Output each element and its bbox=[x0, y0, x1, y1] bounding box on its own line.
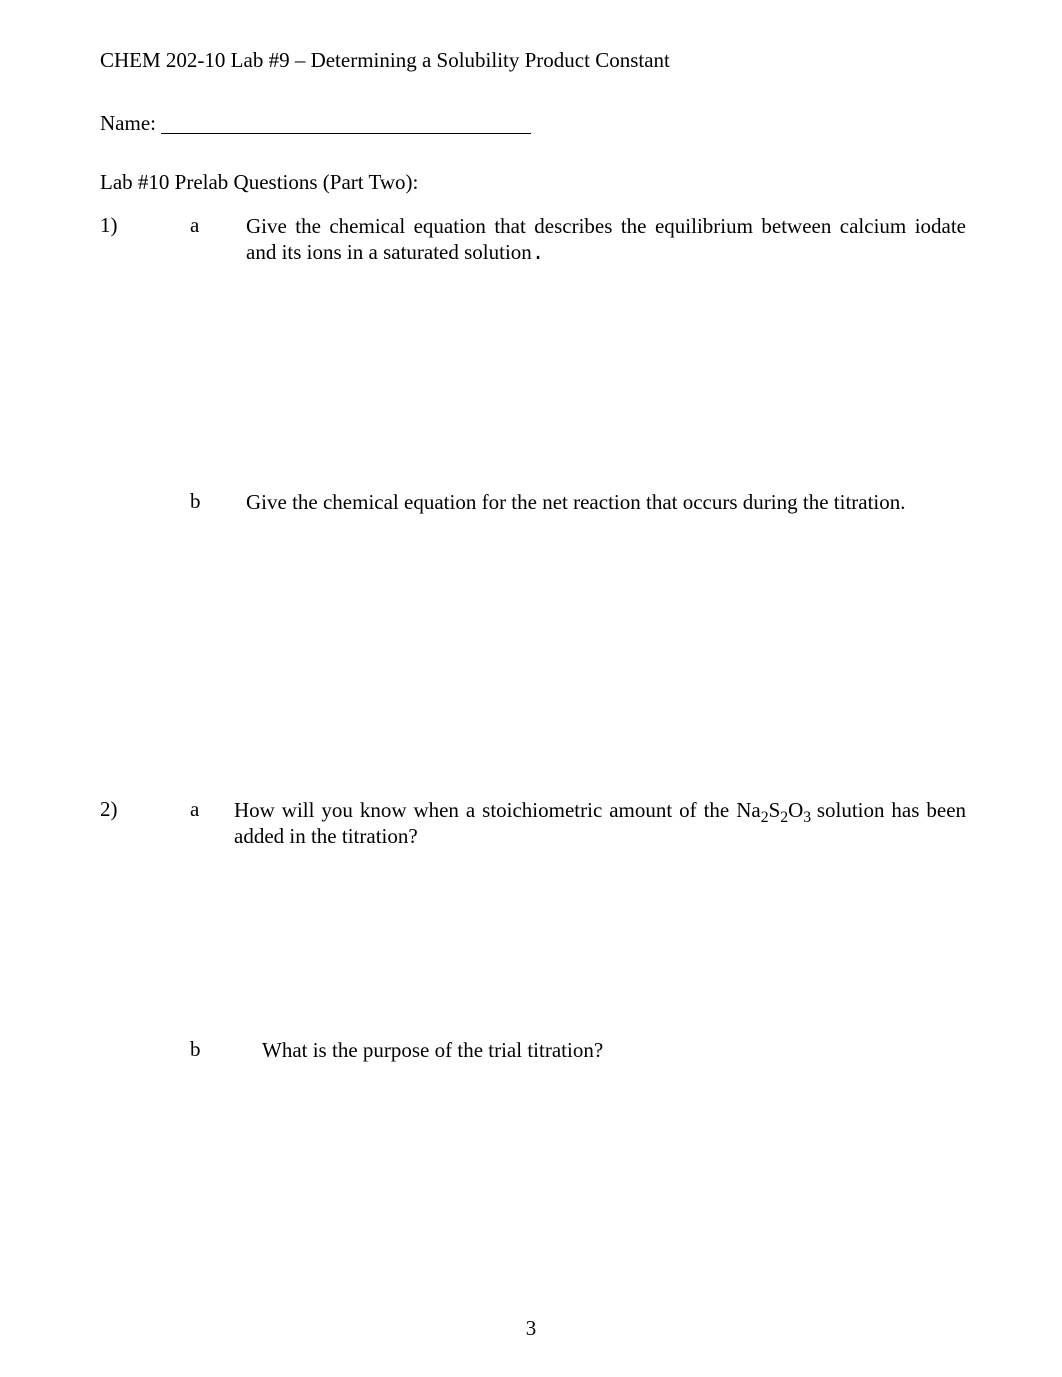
answer-space-1a bbox=[100, 269, 966, 489]
name-line: Name: bbox=[100, 109, 966, 136]
name-label: Name: bbox=[100, 111, 161, 135]
q2a-sub2: 2 bbox=[780, 809, 788, 826]
q2a-mid2: O bbox=[788, 798, 803, 822]
q2b-letter: b bbox=[190, 1037, 262, 1063]
question-1a: 1) a Give the chemical equation that des… bbox=[100, 213, 966, 269]
q1a-text: Give the chemical equation that describe… bbox=[246, 213, 966, 269]
q2a-letter: a bbox=[190, 797, 234, 850]
q1-number: 1) bbox=[100, 213, 190, 269]
q2a-text: How will you know when a stoichiometric … bbox=[234, 797, 966, 850]
page: CHEM 202-10 Lab #9 – Determining a Solub… bbox=[0, 0, 1062, 1377]
q2a-mid1: S bbox=[769, 798, 781, 822]
q2-number: 2) bbox=[100, 797, 190, 850]
q2b-number-spacer bbox=[100, 1037, 190, 1063]
question-1b: b Give the chemical equation for the net… bbox=[100, 489, 966, 515]
answer-space-2a bbox=[100, 849, 966, 1037]
q2a-text-before: How will you know when a stoichiometric … bbox=[234, 798, 761, 822]
question-2a: 2) a How will you know when a stoichiome… bbox=[100, 797, 966, 850]
course-header: CHEM 202-10 Lab #9 – Determining a Solub… bbox=[100, 48, 966, 73]
q1b-text: Give the chemical equation for the net r… bbox=[246, 489, 966, 515]
q1b-letter: b bbox=[190, 489, 246, 515]
question-2b: b What is the purpose of the trial titra… bbox=[100, 1037, 966, 1063]
q1b-number-spacer bbox=[100, 489, 190, 515]
section-title: Lab #10 Prelab Questions (Part Two): bbox=[100, 170, 966, 195]
q1a-letter: a bbox=[190, 213, 246, 269]
q2a-sub3: 3 bbox=[803, 809, 817, 826]
q1a-period: . bbox=[532, 243, 545, 266]
q1a-text-main: Give the chemical equation that describe… bbox=[246, 214, 966, 264]
name-blank[interactable] bbox=[161, 113, 531, 134]
q2b-text: What is the purpose of the trial titrati… bbox=[262, 1037, 966, 1063]
answer-space-1b bbox=[100, 515, 966, 797]
page-number: 3 bbox=[0, 1316, 1062, 1341]
q2a-sub1: 2 bbox=[761, 809, 769, 826]
